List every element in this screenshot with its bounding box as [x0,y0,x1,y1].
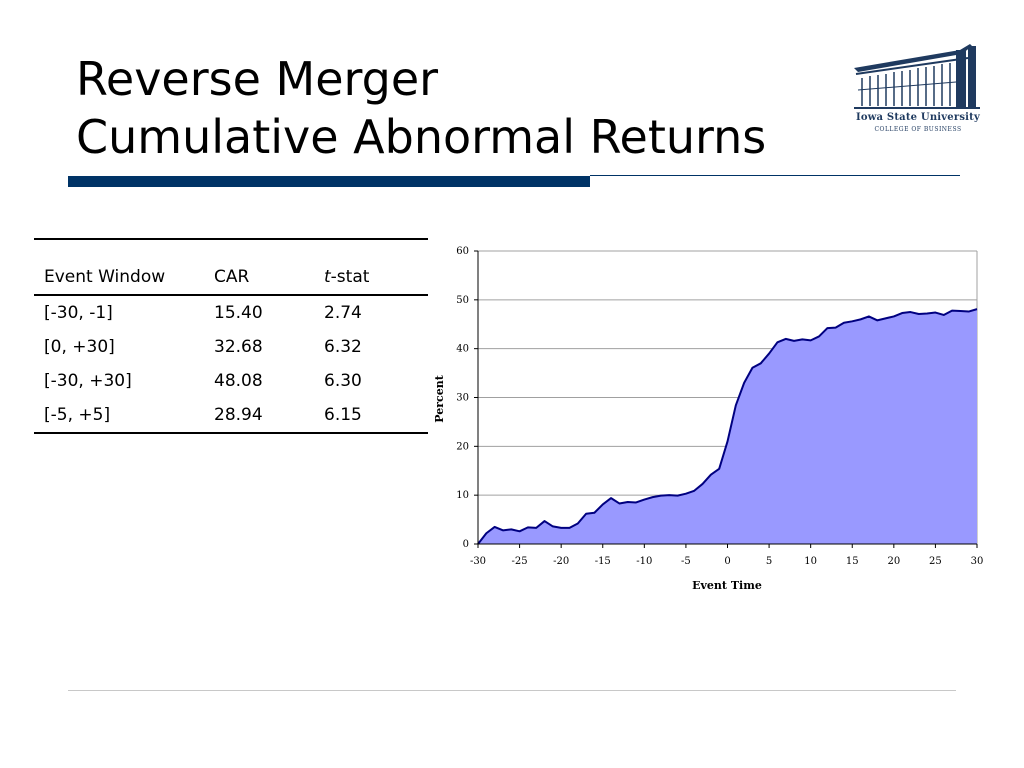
x-tick-label: 15 [846,556,859,567]
title-accent-bar [68,176,590,187]
cell-window: [-30, +30] [44,371,132,391]
cell-car: 48.08 [214,371,263,391]
slide-title-line-1: Reverse Merger [76,52,439,106]
x-axis-label: Event Time [692,579,762,592]
y-tick-label: 60 [456,246,469,257]
header-t-stat: t-stat [314,239,428,296]
car-area-series [478,309,977,544]
cell-window: [0, +30] [44,337,115,357]
x-tick-label: 25 [929,556,942,567]
header-car: CAR [204,239,314,296]
footer-divider [68,690,956,691]
tick-label-layer: 0 10 20 30 40 50 60 -30 -25 -20 -15 -10 -5 0 5 10 15 20 25… [456,246,983,567]
y-tick-label: 40 [456,344,469,355]
x-tick-label: 20 [887,556,900,567]
cell-tstat: 6.15 [324,405,362,425]
iowa-state-logo-icon [854,44,980,109]
slide-title-line-2: Cumulative Abnormal Returns [76,110,767,164]
y-tick-label: 50 [456,295,469,306]
cell-window: [-30, -1] [44,303,113,323]
y-tick-label: 30 [456,393,469,404]
axis-layer [474,250,978,548]
table-row: [-5, +5] 28.94 6.15 [34,398,428,433]
logo-wordmark: Iowa State University [856,112,980,123]
y-tick-label: 0 [463,539,469,550]
header-stat-suffix: -stat [330,267,370,287]
car-table: Event Window CAR t-stat [-30, -1] 15.40 … [34,238,428,434]
table-header-row: Event Window CAR t-stat [34,239,428,296]
x-tick-label: -25 [512,556,528,567]
table-row: [0, +30] 32.68 6.32 [34,330,428,364]
table-row: [-30, +30] 48.08 6.30 [34,364,428,398]
cell-tstat: 6.30 [324,371,362,391]
cell-car: 15.40 [214,303,263,323]
y-axis-label: Percent [433,374,446,422]
cell-tstat: 2.74 [324,303,362,323]
x-tick-label: 5 [766,556,772,567]
slide-title: Reverse Merger Cumulative Abnormal Retur… [76,50,766,166]
cell-car: 28.94 [214,405,263,425]
title-accent-line [590,175,960,176]
cell-tstat: 6.32 [324,337,362,357]
x-tick-label: -15 [595,556,611,567]
x-tick-label: 0 [724,556,730,567]
y-tick-label: 10 [456,490,469,501]
x-tick-label: 30 [971,556,984,567]
header-event-window: Event Window [34,239,204,296]
car-line [477,308,978,545]
y-tick-label: 20 [456,441,469,452]
x-tick-label: -20 [553,556,569,567]
cell-window: [-5, +5] [44,405,111,425]
x-tick-label: -10 [636,556,652,567]
header-t-italic: t [324,267,331,287]
logo-subtitle: COLLEGE OF BUSINESS [874,126,962,133]
cell-car: 32.68 [214,337,263,357]
x-tick-label: 10 [804,556,817,567]
table-row: [-30, -1] 15.40 2.74 [34,295,428,330]
car-area-chart: 0 10 20 30 40 50 60 -30 -25 -20 -15 -10 -5 0 5 10 15 20 25… [433,246,983,592]
x-tick-label: -30 [470,556,486,567]
x-tick-label: -5 [681,556,691,567]
